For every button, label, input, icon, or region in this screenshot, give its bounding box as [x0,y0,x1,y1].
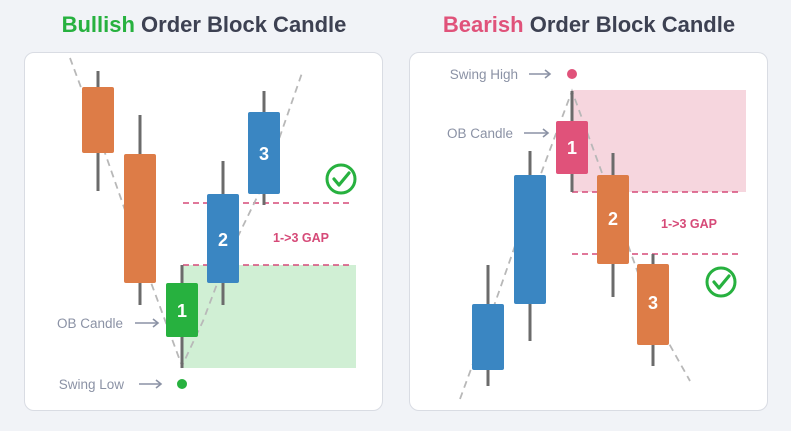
bullish-candle-3-label: 3 [259,144,269,164]
bullish-candle-a-body [82,87,114,153]
swing-dot-icon [177,379,187,389]
bearish-title: Bearish Order Block Candle [409,10,769,40]
bearish-diagram: 1 2 3 1->3 GAP Swing High OB Candle [447,67,746,400]
bullish-swing-label: Swing Low [59,377,125,392]
bullish-title-rest: Order Block Candle [134,12,347,37]
check-circle-icon [325,163,357,195]
bullish-candle-2-label: 2 [218,230,228,250]
bearish-gap-label: 1->3 GAP [661,217,717,231]
bearish-candle-2-label: 2 [608,209,618,229]
bearish-candle-3-label: 3 [648,293,658,313]
bearish-candle-b-body [514,175,546,304]
bullish-title-highlight: Bullish [61,12,135,37]
bearish-ob-label: OB Candle [447,126,513,141]
bullish-diagram: 1 2 3 1->3 GAP OB Candle Swing Low [57,57,357,392]
arrow-right-icon [135,318,160,328]
bullish-candle-b-body [124,154,156,283]
bullish-ob-label: OB Candle [57,316,123,331]
swing-dot-icon [567,69,577,79]
check-circle-icon [705,266,737,298]
bullish-title: Bullish Order Block Candle [24,10,384,40]
bearish-panel: 1 2 3 1->3 GAP Swing High OB Candle [409,52,768,411]
bullish-candle-1-body [166,283,198,337]
bullish-panel: 1 2 3 1->3 GAP OB Candle Swing Low [24,52,383,411]
bullish-candle-1-label: 1 [177,301,187,321]
bearish-swing-label: Swing High [450,67,518,82]
bearish-title-rest: Order Block Candle [523,12,736,37]
bearish-candle-1-body [556,121,588,174]
bearish-candle-1-label: 1 [567,138,577,158]
arrow-right-icon [529,69,552,79]
bearish-candle-a-body [472,304,504,370]
bearish-candle-2-body [597,175,629,264]
bearish-candle-3-body [637,264,669,345]
bullish-gap-label: 1->3 GAP [273,231,329,245]
bearish-title-highlight: Bearish [442,12,524,37]
arrow-right-icon [524,128,550,138]
arrow-right-icon [139,379,163,389]
bullish-candle-3-body [248,112,280,194]
bullish-candle-2-body [207,194,239,283]
